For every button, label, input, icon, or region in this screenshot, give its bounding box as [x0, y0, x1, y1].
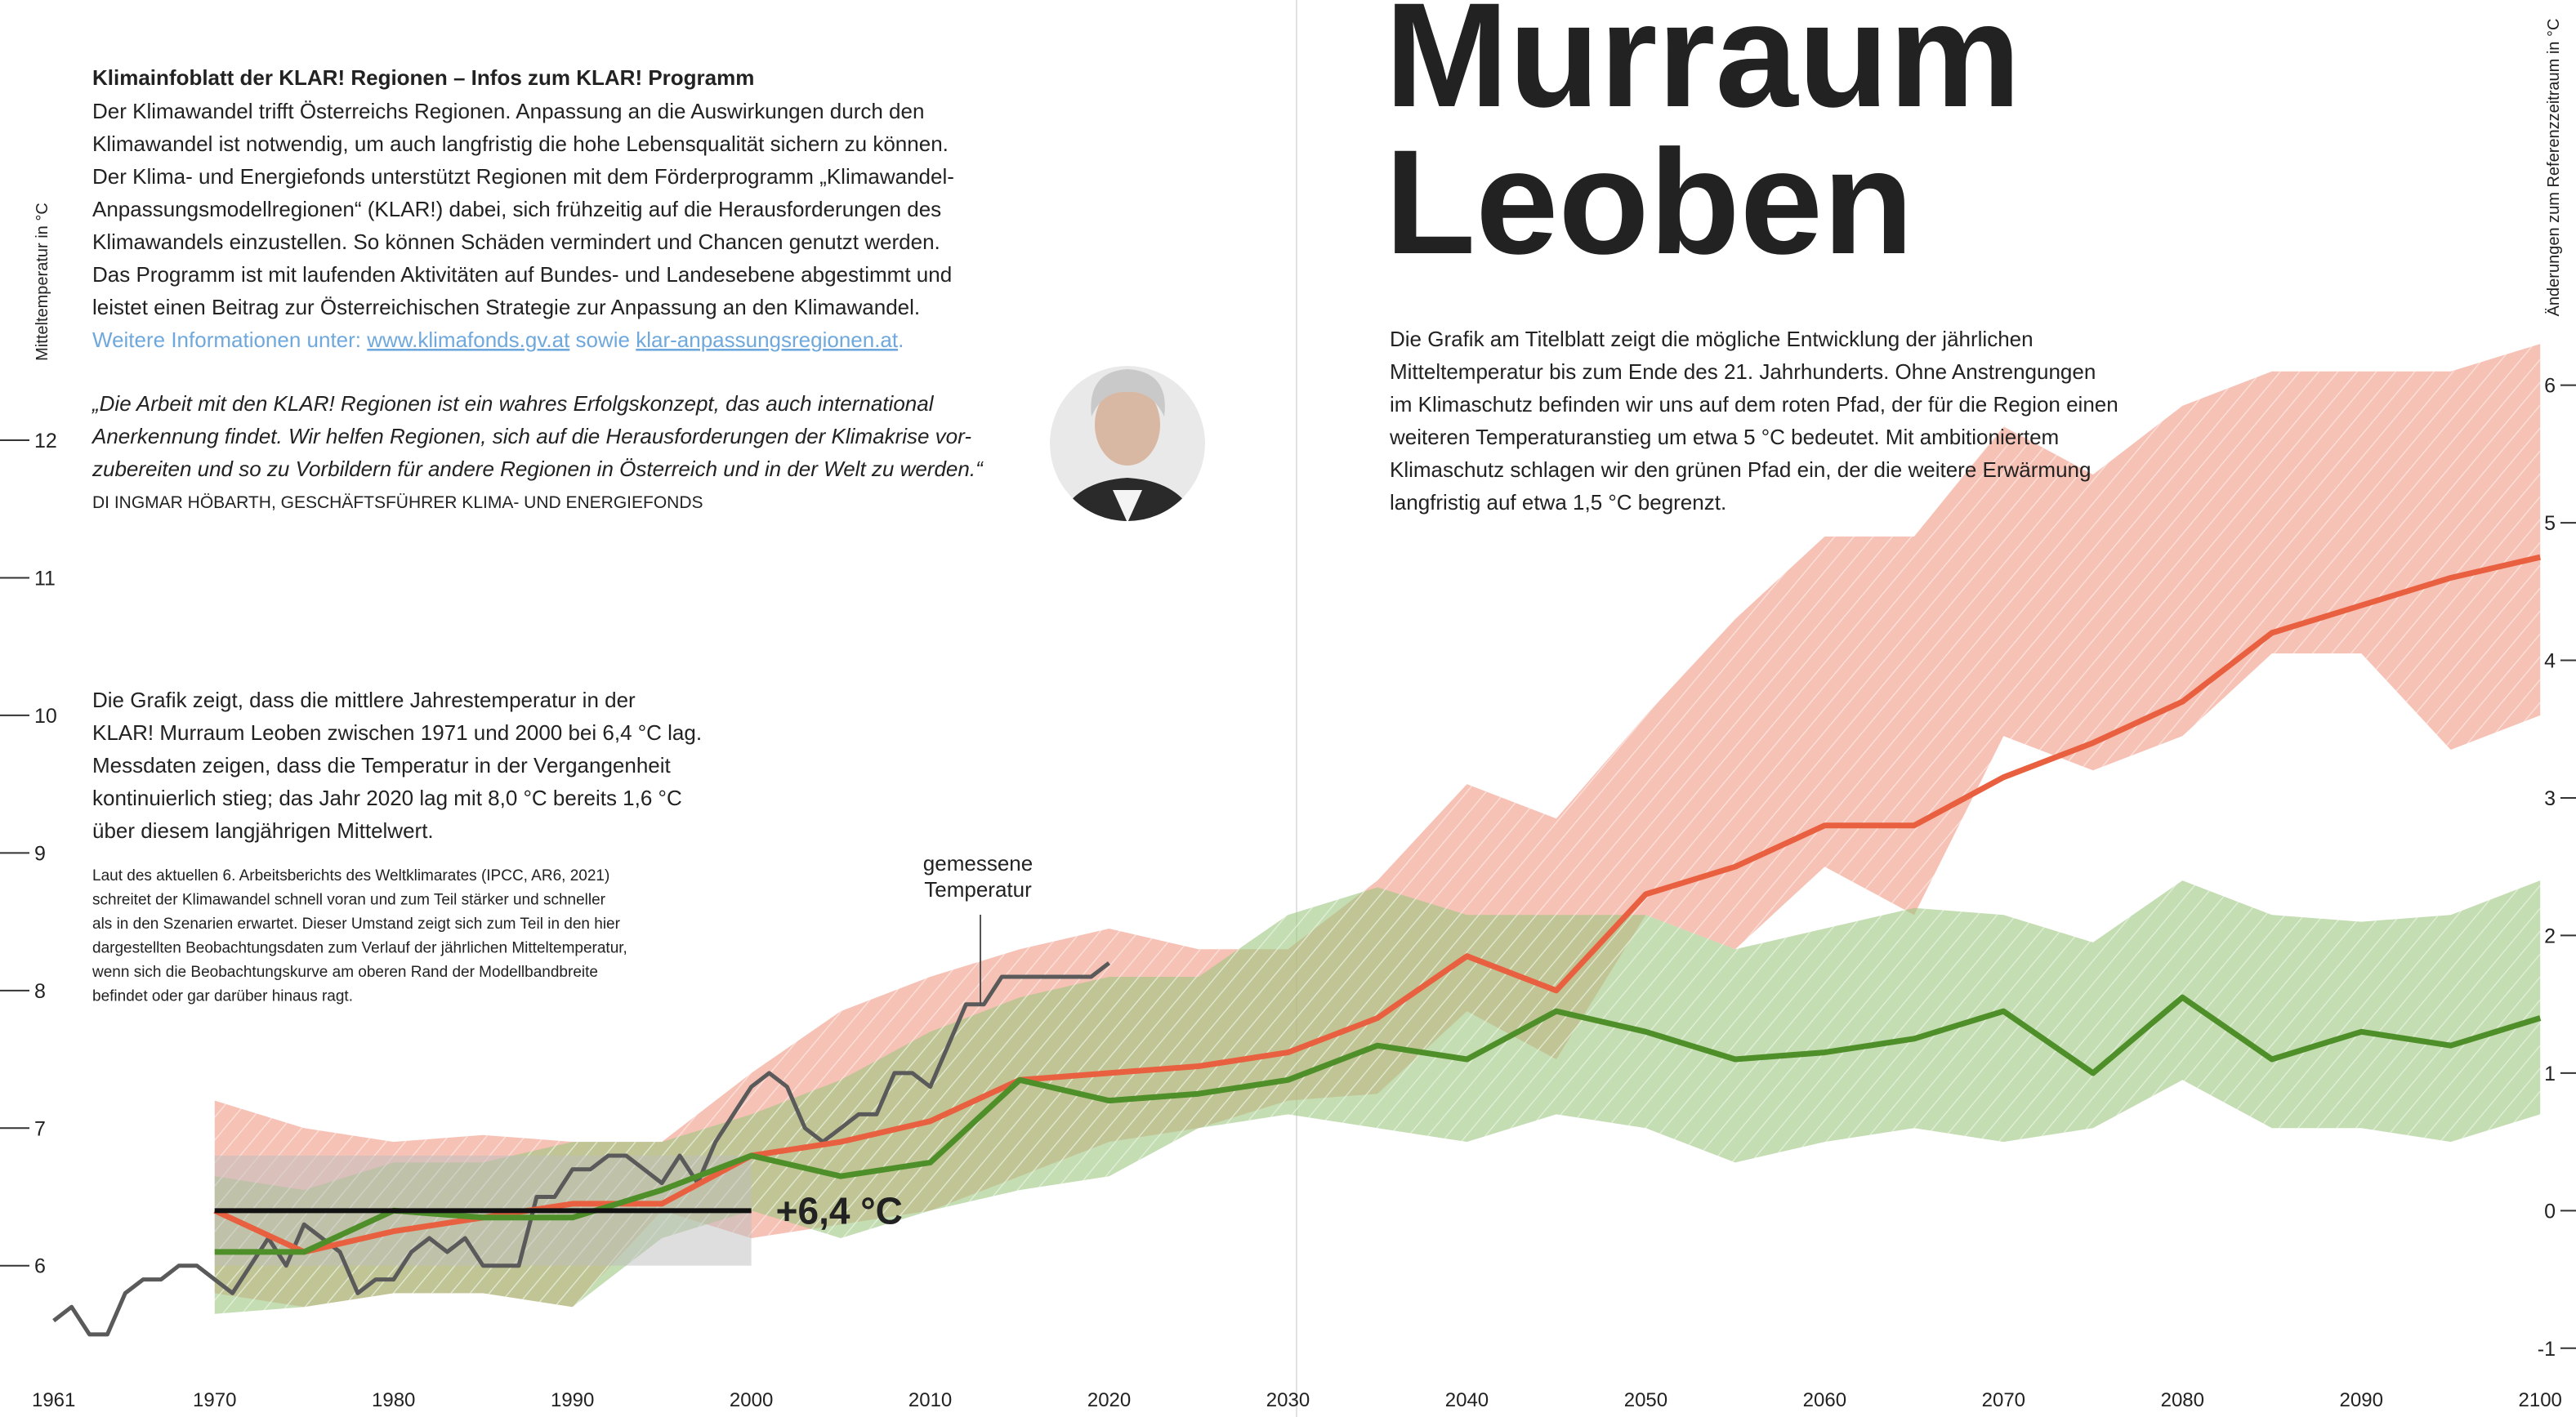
ipcc-note-line: schreitet der Klimawandel schnell voran …: [92, 892, 606, 909]
y2-tick-label: 3: [2544, 787, 2556, 810]
x-tick-label: 2010: [909, 1389, 952, 1411]
ipcc-note-line: als in den Szenarien erwartet. Dieser Um…: [92, 916, 621, 933]
more-info: Weitere Informationen unter: www.klimafo…: [92, 328, 904, 352]
finding-line: über diesem langjährigen Mittelwert.: [92, 818, 434, 843]
x-tick-label: 2090: [2340, 1389, 2383, 1411]
y2-axis-label: Änderungen zum Referenzzeitraum in °C: [2545, 19, 2563, 317]
x-tick-label: 1970: [193, 1389, 236, 1411]
info-text: sowie: [569, 328, 636, 352]
x-tick-label: 2030: [1266, 1389, 1310, 1411]
y-tick-label: 8: [34, 980, 46, 1003]
description-line: Die Grafik am Titelblatt zeigt die mögli…: [1390, 327, 2034, 351]
x-tick-label: 2050: [1624, 1389, 1667, 1411]
reference-label: +6,4 °C: [776, 1189, 903, 1232]
y-tick-label: 12: [34, 430, 57, 452]
y2-tick-label: 2: [2544, 925, 2556, 947]
annotation-text: gemessene: [923, 851, 1033, 876]
annotation-text: Temperatur: [924, 877, 1032, 902]
intro-line: Klimawandels einzustellen. So können Sch…: [92, 229, 940, 254]
y2-tick-label: 5: [2544, 512, 2556, 535]
description-line: Klimaschutz schlagen wir den grünen Pfad…: [1390, 457, 2091, 482]
description-line: Mitteltemperatur bis zum Ende des 21. Ja…: [1390, 359, 2096, 384]
y2-tick-label: 0: [2544, 1200, 2556, 1223]
intro-line: Das Programm ist mit laufenden Aktivität…: [92, 262, 952, 287]
finding-line: Messdaten zeigen, dass die Temperatur in…: [92, 753, 672, 778]
info-link[interactable]: klar-anpassungsregionen.at: [636, 328, 899, 352]
x-tick-label: 2060: [1803, 1389, 1846, 1411]
description-line: langfristig auf etwa 1,5 °C begrenzt.: [1390, 490, 1726, 515]
page: +6,4 °CgemesseneTemperatur19611970198019…: [0, 0, 2576, 1417]
description-line: weiteren Temperaturanstieg um etwa 5 °C …: [1389, 425, 2059, 449]
x-tick-label: 2080: [2161, 1389, 2204, 1411]
x-tick-label: 1990: [551, 1389, 594, 1411]
y-tick-label: 10: [34, 705, 57, 728]
quote-line: Anerkennung findet. Wir helfen Regionen,…: [91, 424, 971, 448]
y-tick-label: 6: [34, 1255, 46, 1278]
x-tick-label: 2020: [1087, 1389, 1131, 1411]
intro-line: leistet einen Beitrag zur Österreichisch…: [92, 295, 920, 319]
y-tick-label: 9: [34, 842, 46, 865]
y2-tick-label: 4: [2544, 650, 2556, 673]
ipcc-note-line: Laut des aktuellen 6. Arbeitsberichts de…: [92, 867, 609, 885]
ipcc-note-line: befindet oder gar darüber hinaus ragt.: [92, 988, 353, 1005]
portrait-photo: [1050, 366, 1205, 539]
quote-author: DI INGMAR HÖBARTH, GESCHÄFTSFÜHRER KLIMA…: [92, 493, 703, 512]
x-tick-label: 2000: [730, 1389, 773, 1411]
x-tick-label: 1980: [372, 1389, 415, 1411]
x-tick-label: 2100: [2519, 1389, 2562, 1411]
quote-line: zubereiten und so zu Vorbildern für ande…: [92, 457, 984, 481]
x-tick-label: 1961: [32, 1389, 75, 1411]
y2-tick-label: 1: [2544, 1063, 2556, 1085]
infographic: +6,4 °CgemesseneTemperatur19611970198019…: [0, 0, 2576, 1417]
heading: Klimainfoblatt der KLAR! Regionen – Info…: [92, 65, 754, 90]
page-title: Leoben: [1385, 118, 1913, 285]
y-tick-label: 11: [34, 567, 56, 590]
finding-line: kontinuierlich stieg; das Jahr 2020 lag …: [92, 786, 682, 810]
info-link[interactable]: www.klimafonds.gv.at: [366, 328, 570, 352]
finding-line: Die Grafik zeigt, dass die mittlere Jahr…: [92, 688, 636, 712]
quote-line: „Die Arbeit mit den KLAR! Regionen ist e…: [92, 391, 935, 416]
finding-line: KLAR! Murraum Leoben zwischen 1971 und 2…: [92, 720, 702, 745]
intro-line: Klimawandel ist notwendig, um auch langf…: [92, 131, 949, 156]
intro-line: Der Klima- und Energiefonds unterstützt …: [92, 164, 954, 189]
ipcc-note-line: wenn sich die Beobachtungskurve am obere…: [92, 964, 598, 981]
page-title: Murraum: [1385, 0, 2021, 138]
y-axis-label: Mitteltemperatur in °C: [33, 203, 51, 361]
info-text: Weitere Informationen unter:: [92, 328, 367, 352]
x-tick-label: 2070: [1982, 1389, 2025, 1411]
y2-tick-label: 6: [2544, 375, 2556, 398]
y2-tick-label: -1: [2538, 1338, 2556, 1361]
description-line: im Klimaschutz befinden wir uns auf dem …: [1390, 392, 2118, 417]
y-tick-label: 7: [34, 1117, 46, 1140]
info-text: .: [898, 328, 904, 352]
intro-line: Anpassungsmodellregionen“ (KLAR!) dabei,…: [92, 197, 941, 221]
ipcc-note-line: dargestellten Beobachtungsdaten zum Verl…: [92, 940, 627, 957]
x-tick-label: 2040: [1445, 1389, 1489, 1411]
intro-line: Der Klimawandel trifft Österreichs Regio…: [92, 99, 924, 123]
